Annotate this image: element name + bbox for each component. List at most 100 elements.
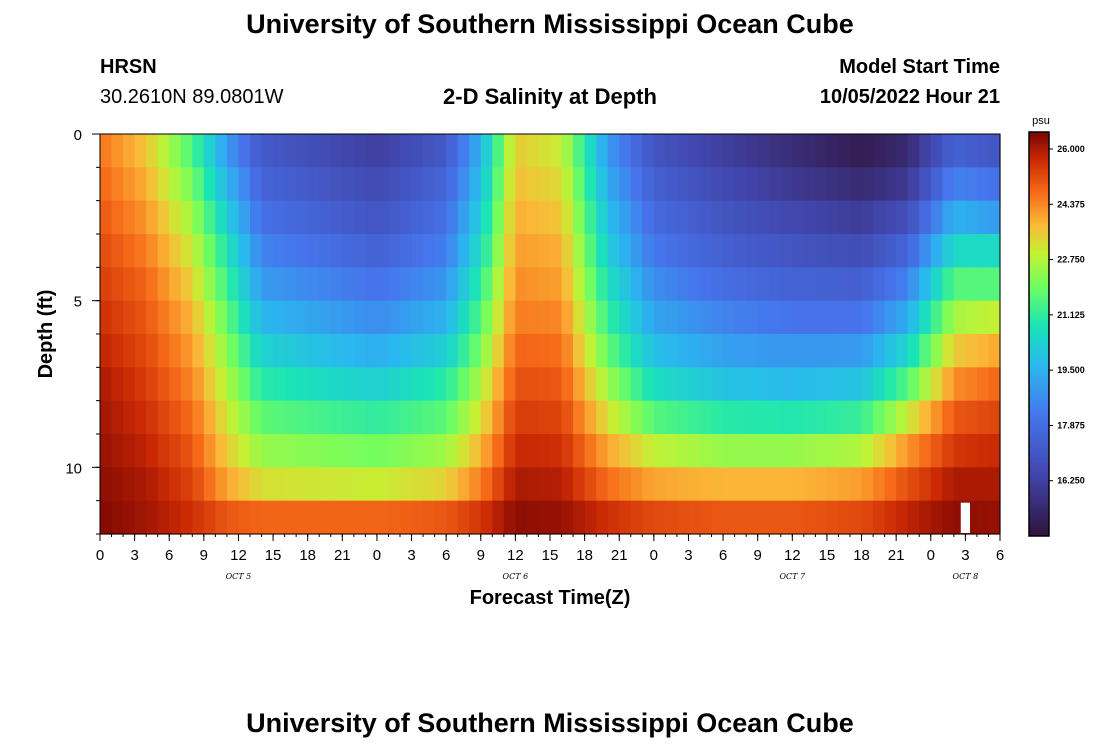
heatmap-cell [319,467,332,502]
heatmap-cell [469,267,482,302]
heatmap-cell [526,134,540,168]
heatmap-cell [169,300,182,335]
heatmap-cell [815,234,828,268]
heatmap-cell [376,134,390,168]
heatmap-cell [803,500,816,535]
heatmap-cell [480,334,493,368]
heatmap-cell [446,300,459,335]
heatmap-cell [100,300,113,335]
heatmap-cell [919,334,932,368]
heatmap-cell [653,134,666,168]
heatmap-cell [815,367,828,402]
heatmap-cell [226,500,240,535]
heatmap-cell [284,400,297,435]
x-tick-label: 12 [230,547,247,564]
heatmap-cell [976,367,990,402]
heatmap-cell [226,267,240,302]
heatmap-cell [423,200,436,235]
heatmap-cell [192,334,205,368]
heatmap-cell [803,367,816,402]
heatmap-cell [492,300,505,335]
heatmap-cell [573,334,586,368]
heatmap-cell [561,200,574,235]
heatmap-cell [988,367,1001,402]
heatmap-cell [642,134,655,168]
heatmap-cell [838,434,851,468]
heatmap-cell [434,134,447,168]
heatmap-cell [238,500,251,535]
heatmap-cell [676,134,690,168]
heatmap-cell [561,267,574,302]
heatmap-cell [815,167,828,202]
heatmap-cell [676,300,690,335]
heatmap-cell [596,300,609,335]
heatmap-cell [111,500,124,535]
heatmap-cell [965,400,978,435]
heatmap-cell [965,434,978,468]
heatmap-cell [930,200,943,235]
heatmap-cell [861,334,874,368]
heatmap-cell [607,200,620,235]
heatmap-cell [400,500,413,535]
heatmap-cell [653,300,666,335]
heatmap-cell [653,200,666,235]
heatmap-cell [653,400,666,435]
heatmap-cells [100,134,1001,535]
heatmap-cell [261,334,274,368]
heatmap-cell [850,267,863,302]
heatmap-cell [723,334,736,368]
heatmap-cell [284,300,297,335]
x-tick-label: 0 [927,547,935,564]
heatmap-cell [284,367,297,402]
heatmap-cell [376,300,390,335]
heatmap-cell [492,267,505,302]
heatmap-cell [630,200,643,235]
heatmap-cell [953,434,966,468]
heatmap-cell [700,467,713,502]
heatmap-cell [400,467,413,502]
heatmap-cell [446,367,459,402]
heatmap-cell [850,367,863,402]
heatmap-cell [988,134,1001,168]
heatmap-cell [861,500,874,535]
heatmap-cell [734,400,747,435]
x-tick-label: 9 [754,547,762,564]
heatmap-cell [746,467,759,502]
x-tick-label: 0 [373,547,381,564]
heatmap-cell [146,500,159,535]
heatmap-cell [446,467,459,502]
x-tick-label: 15 [819,547,836,564]
heatmap-cell [526,400,540,435]
heatmap-cell [457,434,470,468]
heatmap-cell [169,467,182,502]
heatmap-cell [526,167,540,202]
heatmap-cell [896,267,909,302]
heatmap-cell [111,367,124,402]
heatmap-cell [850,300,863,335]
heatmap-cell [988,467,1001,502]
heatmap-cell [688,267,701,302]
heatmap-cell [296,167,309,202]
heatmap-cell [238,434,251,468]
heatmap-cell [273,300,286,335]
heatmap-cell [353,134,366,168]
heatmap-cell [630,267,643,302]
heatmap-cell [261,134,274,168]
heatmap-cell [469,367,482,402]
heatmap-cell [100,467,113,502]
heatmap-cell [538,500,551,535]
heatmap-cell [803,300,816,335]
heatmap-cell [907,467,920,502]
heatmap-cell [411,200,424,235]
heatmap-cell [480,367,493,402]
heatmap-cell [192,267,205,302]
heatmap-cell [653,500,666,535]
heatmap-cell [907,200,920,235]
heatmap-cell [953,334,966,368]
heatmap-cell [815,300,828,335]
heatmap-cell [607,234,620,268]
heatmap-cell [642,500,655,535]
heatmap-cell [400,334,413,368]
heatmap-cell [203,267,216,302]
heatmap-cell [780,234,793,268]
